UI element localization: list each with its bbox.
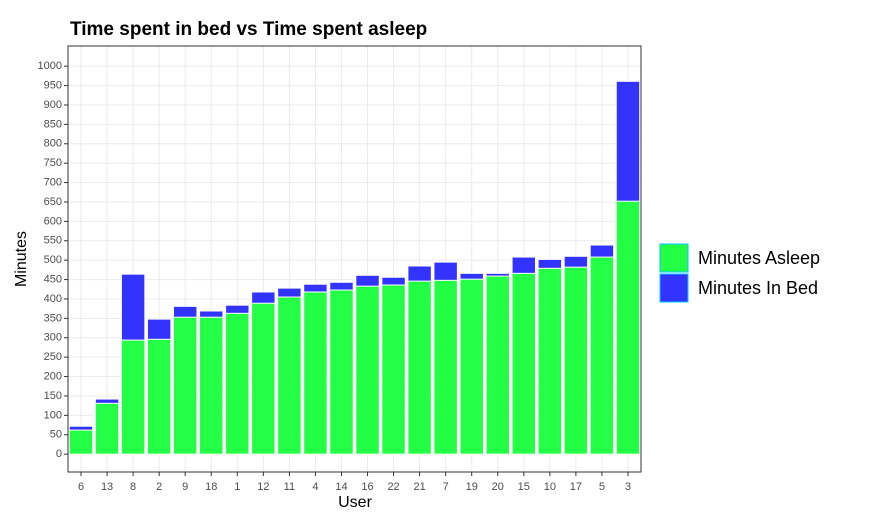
legend-swatch — [659, 273, 689, 303]
y-tick-label: 500 — [44, 254, 62, 266]
bar — [407, 280, 432, 455]
bar — [485, 275, 510, 455]
y-tick-label: 550 — [44, 235, 62, 247]
x-tick-label: 1 — [234, 481, 240, 493]
x-tick-label: 14 — [335, 481, 347, 493]
y-tick-label: 300 — [44, 332, 62, 344]
y-tick-label: 750 — [44, 157, 62, 169]
plot-border — [67, 45, 642, 473]
bar — [355, 285, 380, 455]
bar — [172, 316, 198, 455]
legend-swatch — [659, 243, 689, 273]
x-tick-label: 19 — [466, 481, 478, 493]
x-tick-label: 18 — [205, 481, 217, 493]
y-tick-label: 900 — [44, 99, 62, 111]
y-tick-label: 0 — [56, 448, 62, 460]
x-tick-label: 15 — [518, 481, 530, 493]
x-tick-label: 10 — [544, 481, 556, 493]
bar — [589, 256, 615, 455]
bar — [225, 312, 250, 455]
bar — [199, 316, 224, 455]
y-tick-label: 700 — [44, 176, 62, 188]
bar — [381, 284, 406, 455]
bar — [433, 279, 458, 455]
x-tick-label: 13 — [101, 481, 113, 493]
y-tick-label: 1000 — [38, 60, 62, 72]
y-axis-label: Minutes — [13, 231, 30, 287]
y-tick-label: 400 — [44, 293, 62, 305]
y-tick-label: 100 — [44, 409, 62, 421]
y-tick-label: 850 — [44, 118, 62, 130]
x-tick-label: 8 — [130, 481, 136, 493]
x-tick-label: 3 — [625, 481, 631, 493]
y-tick-label: 450 — [44, 273, 62, 285]
x-tick-label: 16 — [361, 481, 373, 493]
y-tick-label: 600 — [44, 215, 62, 227]
y-tick-label: 800 — [44, 138, 62, 150]
y-tick-label: 650 — [44, 196, 62, 208]
bar — [277, 296, 302, 455]
bar — [537, 267, 563, 455]
x-tick-label: 6 — [78, 481, 84, 493]
x-tick-label: 4 — [312, 481, 318, 493]
bar — [511, 272, 537, 455]
y-tick-label: 50 — [50, 429, 62, 441]
x-tick-label: 7 — [443, 481, 449, 493]
x-tick-label: 9 — [182, 481, 188, 493]
bar — [329, 289, 354, 455]
x-tick-label: 20 — [492, 481, 504, 493]
bar — [68, 429, 94, 455]
legend-label: Minutes In Bed — [698, 278, 818, 298]
x-tick-label: 12 — [257, 481, 269, 493]
x-tick-label: 2 — [156, 481, 162, 493]
bar — [459, 278, 484, 455]
x-tick-label: 11 — [284, 481, 295, 493]
x-tick-label: 22 — [387, 481, 399, 493]
y-tick-label: 200 — [44, 370, 62, 382]
bar — [303, 291, 328, 455]
bar — [563, 266, 589, 455]
x-axis-label: User — [338, 494, 372, 511]
bar — [120, 339, 146, 455]
x-tick-label: 5 — [599, 481, 605, 493]
x-tick-label: 17 — [570, 481, 582, 493]
y-tick-label: 150 — [44, 390, 62, 402]
y-tick-label: 950 — [44, 79, 62, 91]
y-tick-label: 350 — [44, 312, 62, 324]
legend-label: Minutes Asleep — [698, 248, 820, 268]
bar — [251, 302, 276, 455]
bar — [146, 338, 172, 455]
bar — [615, 200, 641, 455]
chart-title: Time spent in bed vs Time spent asleep — [70, 19, 427, 40]
bar — [94, 402, 120, 455]
x-tick-label: 21 — [413, 481, 425, 493]
y-tick-label: 250 — [44, 351, 62, 363]
